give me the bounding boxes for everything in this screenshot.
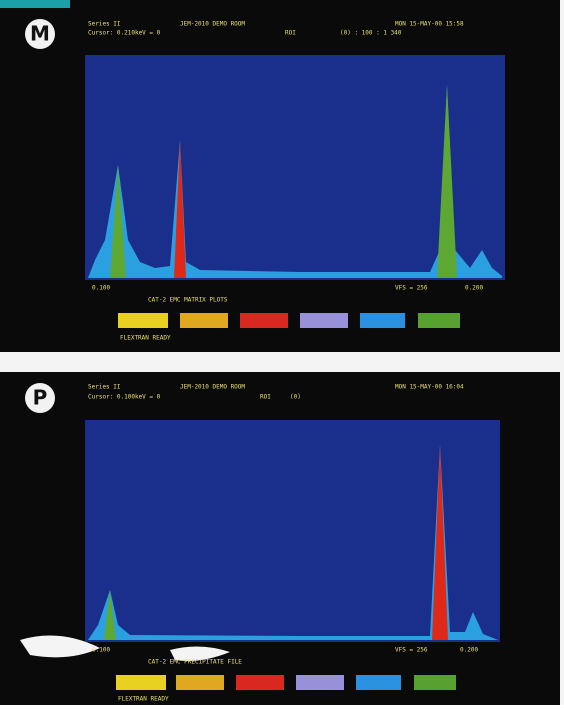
caption: CAT-2 EMC PRECIPITATE FILE — [148, 659, 242, 666]
plot-area — [85, 55, 505, 280]
plot-area — [85, 420, 500, 642]
spectrum — [88, 85, 502, 278]
caption: CAT-2 EMC MATRIX PLOTS — [148, 297, 228, 304]
status: FLEXTRAN READY — [118, 696, 169, 703]
damage-mark — [20, 635, 230, 661]
cursor-text: Cursor: 0.100keV = 0 — [88, 394, 161, 401]
soft-key[interactable] — [240, 313, 288, 328]
axis-text: 0.200 — [460, 647, 478, 654]
cursor-text: (0) : 100 : 1 340 — [340, 30, 402, 37]
header: JEM-2010 DEMO ROOM — [180, 21, 245, 28]
axis-text: 0.100 — [92, 285, 110, 292]
soft-key[interactable] — [300, 313, 348, 328]
soft-key[interactable] — [418, 313, 460, 328]
cursor-text: Cursor: 0.210keV = 0 — [88, 30, 161, 37]
header: MON 15-MAY-00 16:04 — [395, 384, 464, 391]
badge: M — [30, 22, 50, 46]
soft-key[interactable] — [296, 675, 344, 690]
peak — [174, 140, 186, 278]
soft-key[interactable] — [356, 675, 401, 690]
peak — [110, 165, 126, 278]
header: JEM-2010 DEMO ROOM — [180, 384, 245, 391]
axis-text: 0.100 — [92, 647, 110, 654]
status: FLEXTRAN READY — [120, 335, 171, 342]
header: Series II — [88, 384, 121, 391]
corner-strip — [0, 0, 70, 8]
peak — [437, 85, 457, 278]
peak — [432, 445, 448, 640]
soft-key[interactable] — [414, 675, 456, 690]
soft-key[interactable] — [360, 313, 405, 328]
header: Series II — [88, 21, 121, 28]
peak — [104, 590, 116, 640]
badge-circle — [25, 19, 55, 49]
header: MON 15-MAY-00 15:58 — [395, 21, 464, 28]
cursor-text: ROI — [285, 30, 296, 37]
soft-key[interactable] — [180, 313, 228, 328]
soft-key[interactable] — [116, 675, 166, 690]
soft-key[interactable] — [176, 675, 224, 690]
badge: P — [33, 386, 48, 410]
soft-key[interactable] — [118, 313, 168, 328]
axis-text: VFS = 256 — [395, 647, 428, 654]
axis-text: 0.200 — [465, 285, 483, 292]
soft-key[interactable] — [236, 675, 284, 690]
cursor-text: ROI — [260, 394, 271, 401]
axis-text: VFS = 256 — [395, 285, 428, 292]
cursor-text: (0) — [290, 394, 301, 401]
badge-circle — [25, 383, 55, 413]
